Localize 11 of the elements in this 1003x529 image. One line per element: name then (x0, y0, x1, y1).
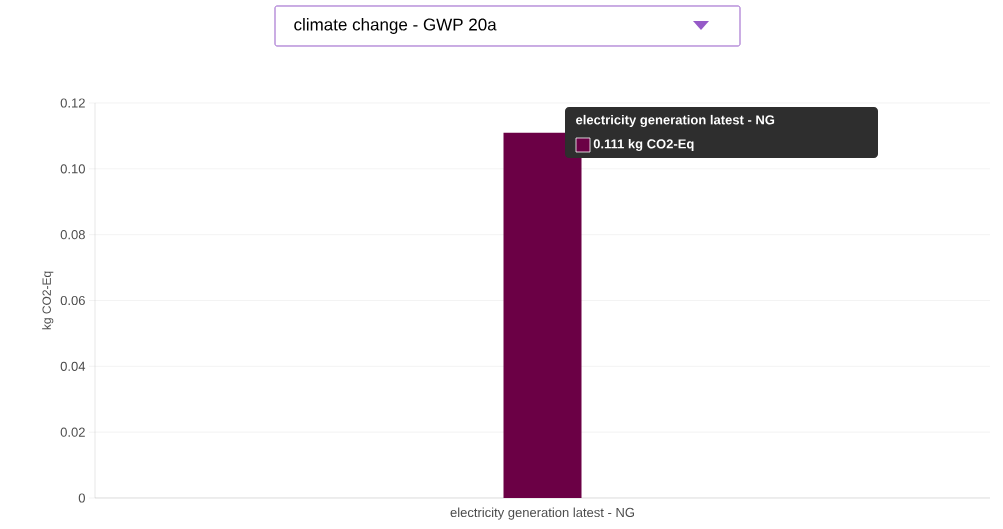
y-tick-label: 0.04 (60, 361, 86, 371)
annotation: electricity generation latest - NG (576, 114, 775, 128)
y-tick-label: 0.10 (60, 164, 85, 174)
y-axis-title: kg CO2-Eq (42, 271, 54, 330)
annotation: 0.111 kg CO2-Eq (593, 138, 694, 152)
chart-title: climate change - GWP 20a (294, 18, 497, 34)
y-tick-label: 0.06 (60, 295, 85, 306)
y-tick-label: 0.02 (60, 427, 85, 437)
y-tick-label: 0.12 (60, 98, 85, 108)
y-tick-label: 0 (78, 493, 85, 503)
y-tick-label: 0.08 (60, 230, 85, 240)
